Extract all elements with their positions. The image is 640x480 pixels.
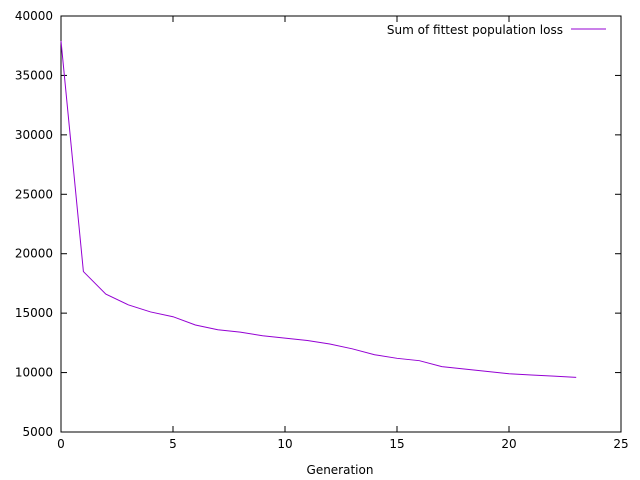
y-tick-label: 15000: [15, 306, 53, 320]
series-line: [60, 40, 577, 378]
y-tick-label: 30000: [15, 128, 53, 142]
x-axis-ticks: 0 5 10 15 20 25: [57, 16, 629, 451]
y-tick-label: 40000: [15, 9, 53, 23]
y-tick-label: 10000: [15, 366, 53, 380]
y-tick-label: 25000: [15, 187, 53, 201]
x-tick-label: 25: [613, 437, 628, 451]
legend-label: Sum of fittest population loss: [387, 23, 563, 37]
y-tick-label: 35000: [15, 68, 53, 82]
x-axis-title: Generation: [307, 463, 374, 477]
x-tick-label: 5: [169, 437, 177, 451]
y-tick-label: 20000: [15, 247, 53, 261]
y-axis-ticks: 5000 10000 15000 20000 25000 30000 35000 40000: [15, 9, 621, 439]
x-tick-label: 0: [57, 437, 65, 451]
y-tick-label: 5000: [22, 425, 53, 439]
plot-frame: [60, 15, 622, 433]
x-tick-label: 15: [389, 437, 404, 451]
series-layer: [60, 40, 577, 378]
x-tick-label: 20: [501, 437, 516, 451]
legend: Sum of fittest population loss: [387, 23, 606, 37]
x-tick-label: 10: [277, 437, 292, 451]
